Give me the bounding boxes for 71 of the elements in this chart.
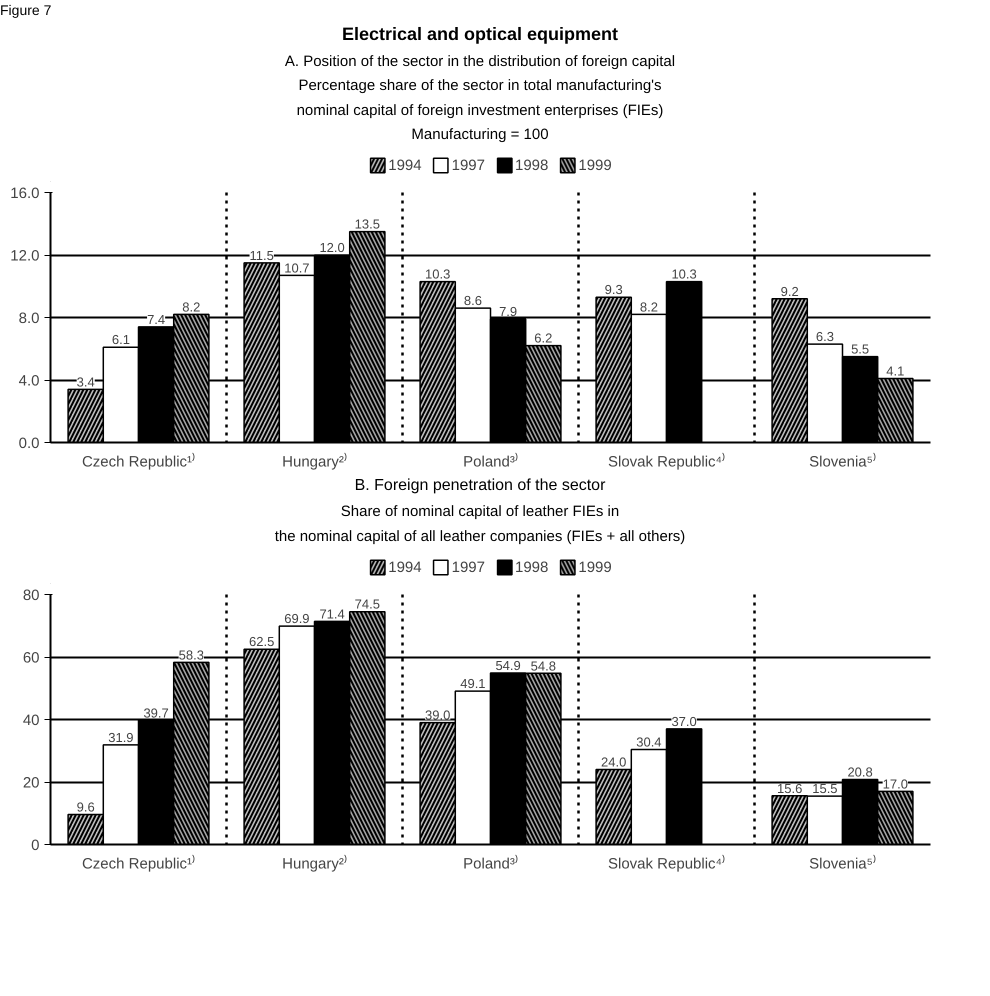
data-label: 3.4 xyxy=(76,374,95,390)
data-label: 8.2 xyxy=(182,300,200,315)
data-label: 39.7 xyxy=(143,706,169,721)
caption: Figure 7 xyxy=(0,1,52,20)
legend-label: 1997 xyxy=(452,558,485,576)
data-label: 6.3 xyxy=(816,329,834,344)
data-label: 9.2 xyxy=(780,284,799,300)
legend-label: 1994 xyxy=(388,558,422,576)
data-label: 9.6 xyxy=(76,800,95,815)
data-label: 37.0 xyxy=(671,714,697,729)
data-label: 4.1 xyxy=(886,364,904,379)
y-tick-label: 0.0 xyxy=(18,435,40,452)
y-tick-label: 80 xyxy=(22,587,40,604)
data-label: 17.0 xyxy=(882,776,908,792)
data-label: 24.0 xyxy=(601,754,626,770)
data-label: 15.5 xyxy=(812,781,838,796)
data-label: 69.9 xyxy=(284,611,310,626)
y-tick-label: 20 xyxy=(22,774,40,792)
data-label: 6.1 xyxy=(112,332,130,348)
chart-subtitle: A. Position of the sector in the distribution of foreign capital Percentage share of the sector in total manufacturing's nominal capital of foreign investment enterprises (FIEs) Manufacturing = 100 xyxy=(284,52,676,145)
y-tick-label: 60 xyxy=(22,650,40,667)
data-label: 8.2 xyxy=(640,300,658,315)
data-label: 12.0 xyxy=(319,240,345,256)
data-label: 31.9 xyxy=(108,730,134,745)
data-label: 62.5 xyxy=(249,634,274,650)
data-label: 54.8 xyxy=(530,658,556,674)
chart-subtitle: Share of nominal capital of leather FIEs in the nominal capital of all leather companies (FIEs + all others) xyxy=(274,502,686,547)
legend-label: 1997 xyxy=(452,156,485,174)
legend-label: 1994 xyxy=(388,156,422,174)
data-label: 39.0 xyxy=(425,708,450,723)
legend-label: 1999 xyxy=(578,156,612,174)
y-tick-label: 4.0 xyxy=(18,372,40,390)
x-tick-label: Czech Republic¹⁾ xyxy=(82,854,196,873)
x-tick-label: Poland³⁾ xyxy=(463,452,518,471)
x-tick-label: Poland³⁾ xyxy=(463,854,518,873)
legend-label: 1998 xyxy=(515,156,548,174)
x-tick-label: Czech Republic¹⁾ xyxy=(82,452,196,471)
data-label: 49.1 xyxy=(460,676,486,692)
y-tick-label: 0 xyxy=(31,837,40,854)
data-label: 30.4 xyxy=(636,734,662,750)
data-label: 6.2 xyxy=(534,331,552,346)
data-label: 10.3 xyxy=(425,266,450,282)
x-tick-label: Hungary²⁾ xyxy=(282,452,347,471)
data-label: 5.5 xyxy=(851,342,870,357)
data-label: 71.4 xyxy=(319,606,345,622)
y-tick-label: 40 xyxy=(22,712,40,730)
chart-title: B. Foreign penetration of the sector xyxy=(354,476,606,496)
x-tick-label: Slovenia⁵⁾ xyxy=(809,854,876,873)
data-label: 11.5 xyxy=(250,248,274,264)
data-label: 7.9 xyxy=(499,304,518,320)
data-label: 13.5 xyxy=(354,216,380,232)
data-label: 20.8 xyxy=(847,764,873,780)
data-label: 74.5 xyxy=(354,596,380,612)
data-label: 15.6 xyxy=(777,780,802,796)
x-tick-label: Slovak Republic⁴⁾ xyxy=(608,452,726,471)
chart-title: Electrical and optical equipment xyxy=(340,23,620,46)
y-tick-label: 12.0 xyxy=(10,248,40,265)
x-tick-label: Hungary²⁾ xyxy=(282,854,347,873)
legend-label: 1998 xyxy=(515,558,548,576)
data-label: 10.7 xyxy=(284,260,310,276)
x-tick-label: Slovenia⁵⁾ xyxy=(809,452,876,471)
y-tick-label: 8.0 xyxy=(18,310,40,328)
legend-label: 1999 xyxy=(578,558,612,576)
data-label: 7.4 xyxy=(147,312,166,328)
y-tick-label: 16.0 xyxy=(10,185,40,202)
data-label: 10.3 xyxy=(671,266,697,282)
data-label: 58.3 xyxy=(178,647,204,662)
x-tick-label: Slovak Republic⁴⁾ xyxy=(608,854,726,873)
data-label: 54.9 xyxy=(495,658,521,674)
data-label: 8.6 xyxy=(464,294,482,309)
data-label: 9.3 xyxy=(604,282,623,298)
